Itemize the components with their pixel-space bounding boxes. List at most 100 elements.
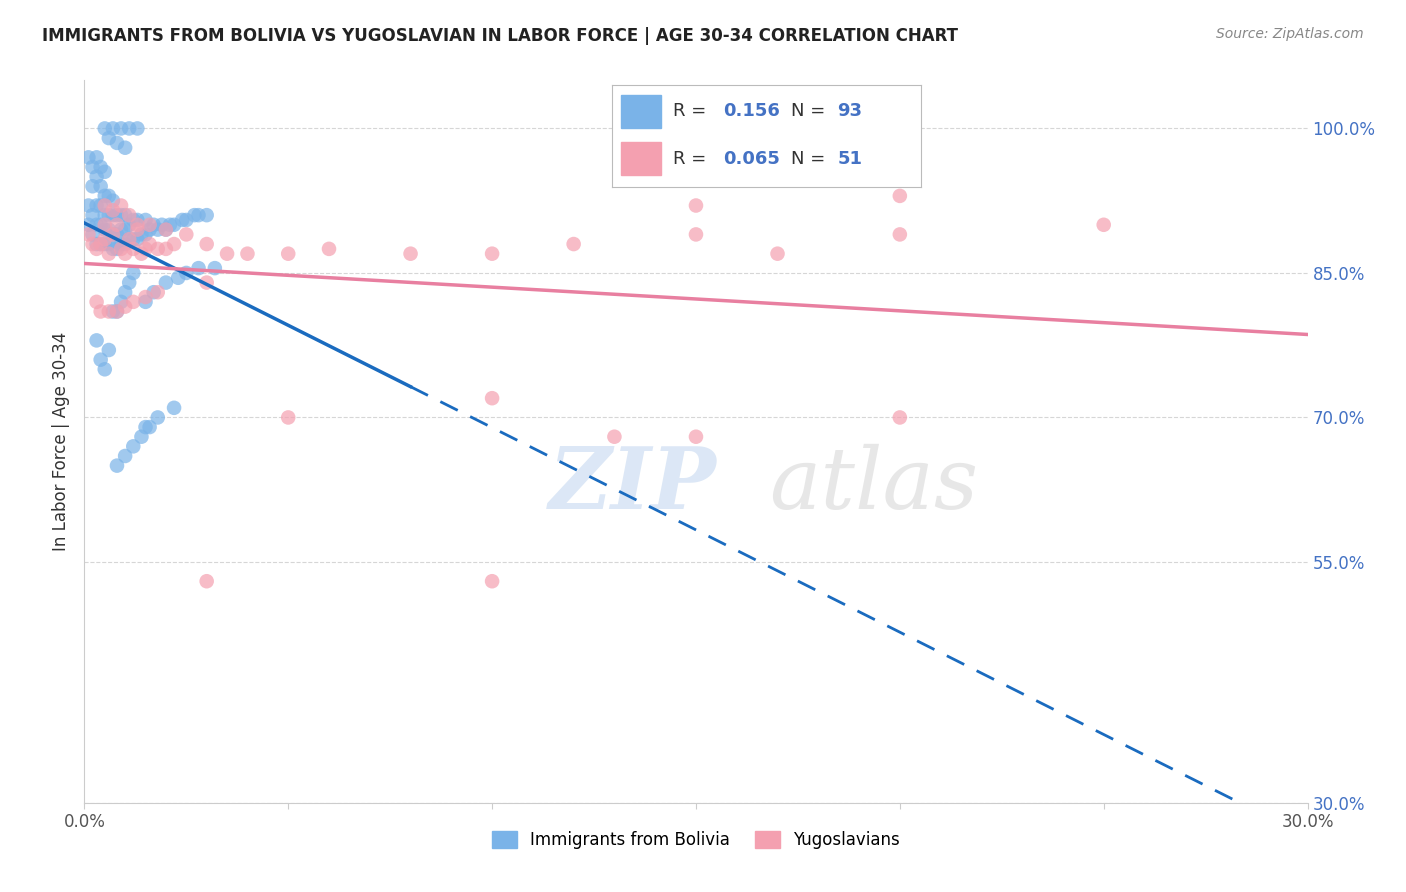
Point (77, 198, 100, 212)
Point (155, 222, 177, 236)
Point (150, 218, 173, 232)
Point (195, 208, 218, 222)
Point (138, 222, 160, 236)
Point (889, 189, 911, 203)
Text: ZIP: ZIP (550, 443, 717, 526)
Point (118, 232, 141, 246)
Point (146, 410, 169, 425)
Point (97, 246, 120, 260)
Y-axis label: In Labor Force | Age 30-34: In Labor Force | Age 30-34 (52, 332, 70, 551)
Point (318, 242, 340, 256)
Point (90, 198, 112, 212)
Text: 0.065: 0.065 (723, 150, 780, 168)
Point (93, 218, 115, 232)
Point (146, 222, 169, 236)
Point (105, 458, 128, 473)
Point (138, 218, 160, 232)
Point (118, 121, 141, 136)
Point (146, 242, 169, 256)
Point (118, 276, 141, 290)
Point (127, 222, 149, 236)
Point (114, 208, 136, 222)
Point (155, 276, 177, 290)
Point (93, 362, 115, 376)
Point (766, 246, 789, 260)
Point (122, 439, 145, 453)
Point (93, 222, 115, 236)
Point (77, 218, 100, 232)
Point (172, 213, 194, 227)
Bar (621, 142, 661, 175)
Point (146, 285, 169, 300)
Point (110, 222, 132, 236)
Point (685, 227, 707, 242)
Point (82, 208, 104, 222)
Point (86, 294, 108, 309)
Text: atlas: atlas (769, 443, 979, 526)
Point (90, 237, 112, 252)
Point (155, 242, 177, 256)
Bar (621, 95, 661, 128)
Point (481, 246, 503, 260)
Point (90, 160, 112, 174)
Point (97, 304, 120, 318)
Point (127, 232, 149, 246)
Point (93, 165, 115, 179)
Point (114, 300, 136, 314)
Point (1092, 218, 1115, 232)
Point (82, 179, 104, 194)
Point (142, 218, 165, 232)
Point (131, 430, 153, 444)
Point (481, 391, 503, 405)
Point (86, 334, 108, 348)
Point (110, 121, 132, 136)
Point (159, 218, 181, 232)
Point (217, 246, 239, 260)
Point (685, 198, 707, 212)
Point (187, 261, 209, 276)
Point (110, 294, 132, 309)
Point (685, 430, 707, 444)
Point (163, 237, 186, 252)
Point (135, 227, 157, 242)
Point (101, 304, 124, 318)
Point (174, 266, 197, 280)
Point (93, 198, 115, 212)
Point (889, 227, 911, 242)
Point (114, 246, 136, 260)
Point (101, 242, 124, 256)
Point (105, 208, 128, 222)
Text: 0.156: 0.156 (723, 103, 780, 120)
Point (114, 141, 136, 155)
Point (86, 218, 108, 232)
Point (114, 237, 136, 252)
Point (114, 449, 136, 463)
Point (131, 246, 153, 260)
Point (122, 266, 145, 280)
Point (195, 276, 218, 290)
Point (105, 227, 128, 242)
Point (105, 304, 128, 318)
Point (163, 218, 186, 232)
Point (174, 227, 197, 242)
Point (90, 352, 112, 367)
Point (93, 237, 115, 252)
Point (195, 574, 218, 589)
Point (131, 227, 153, 242)
Point (105, 218, 128, 232)
Point (167, 270, 190, 285)
Point (101, 203, 124, 218)
Point (110, 237, 132, 252)
Point (97, 222, 120, 236)
Point (90, 304, 112, 318)
Point (155, 222, 177, 236)
Point (135, 242, 157, 256)
Point (105, 304, 128, 318)
Point (86, 198, 108, 212)
Point (110, 242, 132, 256)
Point (86, 237, 108, 252)
Point (481, 574, 503, 589)
Point (101, 121, 124, 136)
Point (135, 294, 157, 309)
Point (204, 261, 226, 276)
